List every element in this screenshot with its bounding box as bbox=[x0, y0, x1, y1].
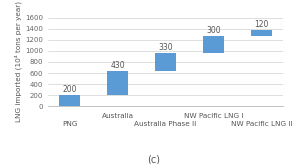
Text: 430: 430 bbox=[110, 61, 125, 70]
Text: 200: 200 bbox=[62, 85, 77, 94]
Bar bbox=[155, 53, 176, 71]
Text: NW Pacific LNG II: NW Pacific LNG II bbox=[231, 121, 292, 127]
Y-axis label: LNG imported (10⁴ tons per year): LNG imported (10⁴ tons per year) bbox=[15, 1, 22, 123]
Text: 330: 330 bbox=[158, 43, 173, 52]
Text: Australia: Australia bbox=[102, 113, 134, 119]
Bar bbox=[59, 95, 80, 106]
Text: 300: 300 bbox=[206, 26, 221, 35]
Text: Australia Phase II: Australia Phase II bbox=[134, 121, 197, 127]
Bar bbox=[203, 36, 224, 53]
Text: NW Pacific LNG I: NW Pacific LNG I bbox=[184, 113, 243, 119]
Text: (c): (c) bbox=[147, 154, 160, 164]
Text: 120: 120 bbox=[254, 20, 269, 29]
Bar bbox=[251, 30, 272, 36]
Bar bbox=[107, 71, 128, 95]
Text: PNG: PNG bbox=[62, 121, 77, 127]
